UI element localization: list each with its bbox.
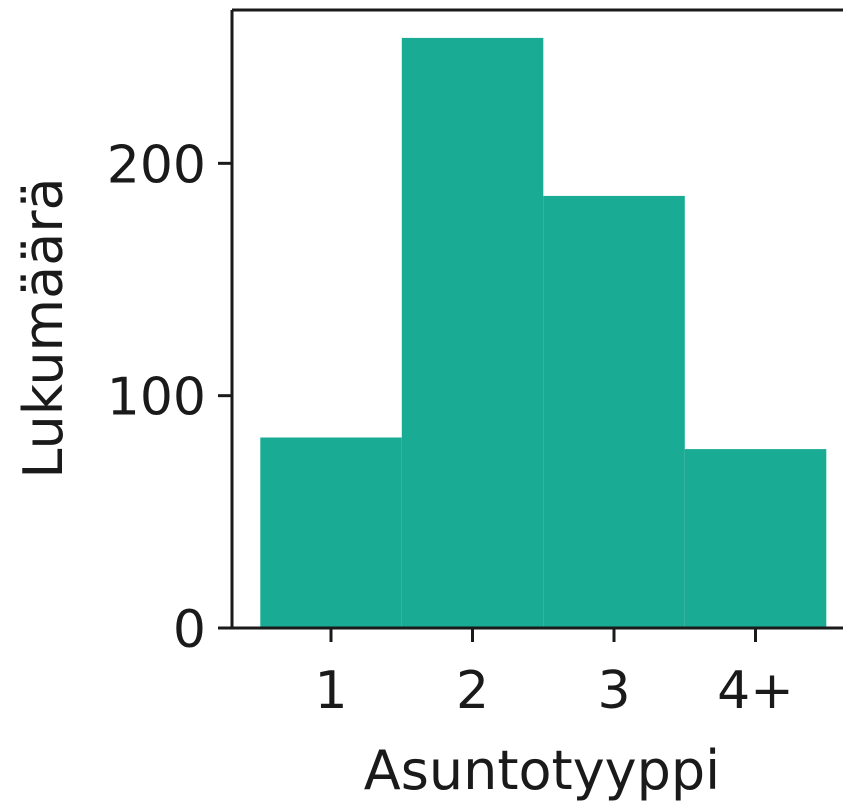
y-axis-label: Lukumäärä	[12, 177, 75, 478]
bars-group	[260, 37, 827, 628]
bar-1	[260, 437, 402, 628]
y-ticks-group: 0 100 200	[107, 135, 232, 660]
bar-3	[543, 195, 685, 628]
x-ticks-group: 1 2 3 4+	[314, 628, 794, 721]
y-tick-label: 100	[107, 368, 206, 428]
y-tick-label: 200	[107, 135, 206, 195]
axes-group	[230, 8, 843, 630]
x-axis-label: Asuntotyyppi	[364, 739, 720, 802]
x-tick-label: 2	[456, 661, 489, 721]
x-tick-label: 1	[314, 661, 347, 721]
x-tick-label: 4+	[717, 661, 794, 721]
bar-4+	[684, 449, 827, 628]
x-tick-label: 3	[597, 661, 630, 721]
bar-2	[401, 37, 544, 628]
y-tick-label: 0	[173, 600, 206, 660]
